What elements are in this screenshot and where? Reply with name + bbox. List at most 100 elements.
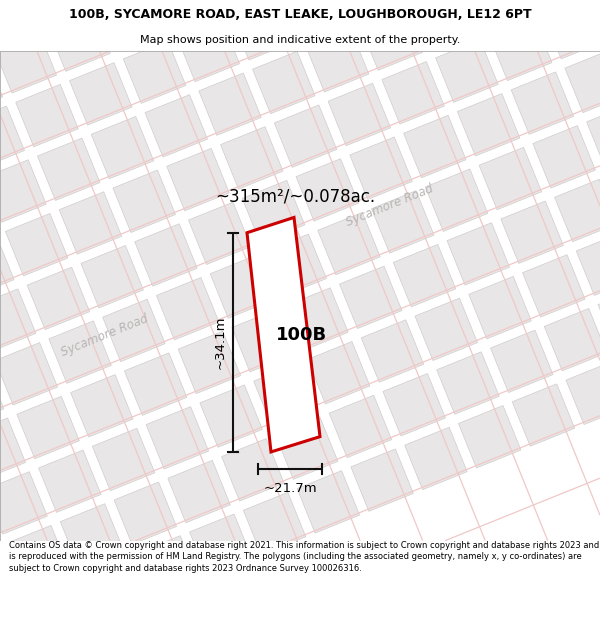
Text: 100B, SYCAMORE ROAD, EAST LEAKE, LOUGHBOROUGH, LE12 6PT: 100B, SYCAMORE ROAD, EAST LEAKE, LOUGHBO… [68, 8, 532, 21]
Polygon shape [168, 461, 230, 522]
Polygon shape [425, 169, 488, 231]
Polygon shape [146, 407, 209, 469]
Text: 100B: 100B [275, 326, 326, 344]
Polygon shape [307, 29, 369, 92]
Polygon shape [566, 362, 600, 424]
Text: Contains OS data © Crown copyright and database right 2021. This information is : Contains OS data © Crown copyright and d… [9, 541, 599, 573]
Polygon shape [501, 201, 563, 263]
Polygon shape [59, 192, 122, 254]
Polygon shape [544, 308, 600, 371]
Polygon shape [92, 428, 155, 491]
Polygon shape [231, 0, 293, 60]
Polygon shape [404, 115, 466, 178]
Polygon shape [113, 170, 175, 232]
Polygon shape [436, 40, 498, 102]
Polygon shape [543, 0, 600, 59]
Polygon shape [404, 428, 467, 489]
Polygon shape [533, 126, 595, 188]
Polygon shape [598, 287, 600, 349]
Polygon shape [190, 514, 252, 576]
Polygon shape [0, 52, 3, 115]
Polygon shape [371, 191, 434, 253]
Polygon shape [512, 384, 575, 446]
Polygon shape [511, 72, 574, 134]
Polygon shape [0, 106, 25, 169]
Polygon shape [318, 213, 380, 275]
Polygon shape [221, 439, 284, 501]
Polygon shape [360, 8, 422, 70]
Polygon shape [232, 309, 295, 372]
Polygon shape [91, 116, 154, 179]
Polygon shape [167, 148, 229, 211]
Polygon shape [0, 418, 26, 481]
Polygon shape [415, 298, 478, 361]
Polygon shape [38, 450, 101, 512]
Polygon shape [0, 289, 36, 351]
Polygon shape [178, 331, 241, 394]
Polygon shape [254, 363, 316, 426]
Polygon shape [361, 320, 424, 382]
Text: ~315m²/~0.078ac.: ~315m²/~0.078ac. [215, 187, 375, 205]
Polygon shape [0, 472, 47, 534]
Polygon shape [103, 299, 165, 362]
Text: Map shows position and indicative extent of the property.: Map shows position and indicative extent… [140, 35, 460, 45]
Polygon shape [393, 244, 456, 307]
Polygon shape [60, 504, 123, 566]
Text: ~21.7m: ~21.7m [263, 482, 317, 495]
Polygon shape [49, 321, 112, 383]
Polygon shape [351, 449, 413, 511]
Text: Sycamore Road: Sycamore Road [59, 312, 151, 359]
Polygon shape [124, 41, 186, 103]
Polygon shape [286, 288, 348, 350]
Polygon shape [383, 374, 445, 436]
Polygon shape [0, 160, 46, 222]
Polygon shape [7, 526, 69, 588]
Polygon shape [329, 395, 392, 458]
Polygon shape [307, 341, 370, 404]
Polygon shape [447, 222, 509, 285]
Polygon shape [5, 214, 68, 276]
Polygon shape [247, 217, 320, 452]
Polygon shape [0, 31, 56, 93]
Polygon shape [340, 266, 402, 329]
Polygon shape [523, 255, 585, 317]
Polygon shape [177, 19, 239, 82]
Polygon shape [157, 278, 219, 340]
Polygon shape [221, 127, 283, 189]
Polygon shape [48, 9, 110, 71]
Polygon shape [350, 137, 412, 199]
Polygon shape [17, 396, 79, 459]
Polygon shape [490, 330, 553, 392]
Polygon shape [296, 159, 359, 221]
Polygon shape [136, 536, 198, 598]
Polygon shape [264, 234, 326, 296]
Polygon shape [124, 353, 187, 416]
Polygon shape [458, 406, 521, 468]
Polygon shape [210, 256, 272, 318]
Polygon shape [199, 73, 261, 136]
Polygon shape [437, 352, 499, 414]
Polygon shape [565, 50, 600, 112]
Polygon shape [70, 62, 132, 125]
Polygon shape [274, 105, 337, 168]
Polygon shape [253, 51, 315, 114]
Polygon shape [554, 179, 600, 242]
Polygon shape [275, 417, 338, 479]
Polygon shape [81, 246, 143, 308]
Polygon shape [490, 18, 552, 81]
Polygon shape [114, 482, 176, 544]
Polygon shape [244, 492, 306, 555]
Polygon shape [200, 385, 262, 448]
Polygon shape [587, 104, 600, 166]
Polygon shape [145, 94, 208, 157]
Polygon shape [479, 148, 542, 210]
Polygon shape [16, 84, 78, 147]
Polygon shape [37, 138, 100, 201]
Polygon shape [328, 83, 391, 146]
Polygon shape [469, 276, 531, 339]
Polygon shape [188, 202, 251, 264]
Polygon shape [457, 94, 520, 156]
Polygon shape [297, 471, 359, 533]
Polygon shape [577, 233, 600, 296]
Polygon shape [135, 224, 197, 286]
